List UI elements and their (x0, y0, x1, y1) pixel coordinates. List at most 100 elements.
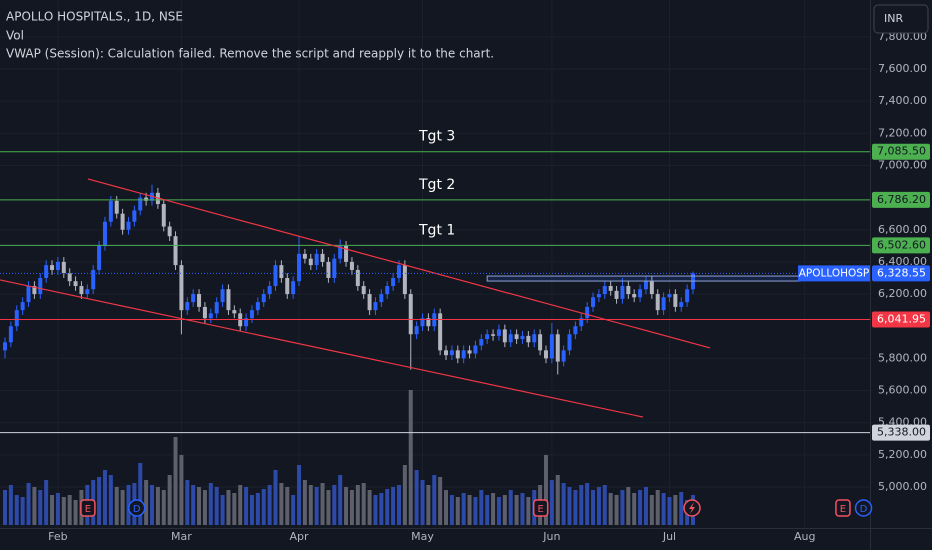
volume-bar (326, 490, 331, 525)
volume-bar (332, 485, 337, 525)
event-marker[interactable] (532, 499, 549, 517)
volume-bar (173, 437, 178, 525)
volume-bar (420, 480, 425, 525)
candle-body (561, 350, 566, 362)
event-marker[interactable] (835, 499, 851, 517)
candle-body (326, 261, 331, 278)
candle-body (179, 265, 184, 311)
candle-body (26, 286, 31, 303)
candle-body (108, 200, 113, 222)
currency-button[interactable] (873, 4, 929, 34)
volume-bar (602, 485, 607, 525)
candle-body (473, 345, 478, 354)
volume-bar (661, 493, 666, 525)
candle-body (673, 294, 678, 307)
volume-bar (379, 493, 384, 525)
candle-body (585, 306, 590, 319)
volume-bar (273, 470, 278, 525)
volume-bar (108, 475, 113, 525)
y-tick-label: 7,400.00 (878, 94, 927, 107)
target-label: Tgt 1 (418, 222, 455, 238)
volume-bar (479, 490, 484, 525)
y-tick-label: 7,000.00 (878, 158, 927, 171)
volume-bar (591, 490, 596, 525)
volume-bar (14, 495, 19, 525)
candle-body (573, 326, 578, 335)
candle-body (85, 289, 90, 295)
volume-bar (667, 497, 672, 525)
volume-bar (138, 463, 143, 525)
volume-bar (367, 490, 372, 525)
volume-bar (673, 495, 678, 525)
candle-body (467, 350, 472, 354)
candle-body (661, 297, 666, 311)
volume-bar (596, 487, 601, 525)
volume-bar (385, 489, 390, 525)
candle-body (614, 290, 619, 299)
volume-bar (197, 487, 202, 525)
level-price-box (872, 237, 930, 254)
volume-bar (402, 465, 407, 525)
volume-bar (144, 480, 149, 525)
y-tick-label: 6,200.00 (878, 287, 927, 300)
volume-bar (202, 490, 207, 525)
event-icon[interactable] (683, 499, 701, 517)
volume-bar (8, 485, 13, 525)
candle-body (685, 289, 690, 303)
candle-body (320, 253, 325, 262)
x-tick-label: Aug (794, 530, 815, 543)
y-tick-label: 5,200.00 (878, 448, 927, 461)
level-price-label: 6,502.60 (877, 238, 926, 251)
trendline (87, 178, 711, 349)
candle-body (344, 245, 349, 262)
currency-label: INR (884, 12, 903, 25)
volume-bar (102, 470, 107, 525)
candle-body (50, 265, 55, 270)
event-marker[interactable] (854, 499, 873, 517)
volume-bar (120, 490, 125, 525)
volume-bar (279, 483, 284, 525)
candle-body (602, 286, 607, 295)
volume-bar (585, 483, 590, 525)
candle-body (438, 313, 443, 351)
volume-bar (414, 470, 419, 525)
x-tick-label: Apr (290, 530, 310, 543)
candle-body (643, 281, 648, 290)
candle-body (391, 277, 396, 287)
candle-body (638, 289, 643, 298)
y-tick-label: 7,600.00 (878, 62, 927, 75)
volume-bar (161, 490, 166, 525)
volume-bar (55, 493, 60, 525)
candle-body (502, 329, 507, 343)
volume-bar (308, 485, 313, 525)
candle-body (543, 350, 548, 359)
volume-bar (561, 483, 566, 525)
volume-bar (573, 490, 578, 525)
volume-bar (26, 483, 31, 525)
event-marker[interactable] (127, 499, 146, 517)
candle-body (373, 302, 378, 311)
volume-bar (438, 477, 443, 525)
candle-body (55, 261, 60, 270)
candle-body (355, 269, 360, 287)
y-tick-label: 5,600.00 (878, 384, 927, 397)
axis-layer: 7,800.007,600.007,400.007,200.007,000.00… (48, 30, 930, 543)
level-price-box (872, 424, 930, 441)
volume-bar (549, 480, 554, 525)
candle-body (485, 334, 490, 340)
volume-bar (338, 475, 343, 525)
candle-body (520, 335, 525, 340)
candle-body (479, 339, 484, 346)
volume-bar (167, 475, 172, 525)
candle-body (555, 334, 560, 362)
volume-bar (261, 489, 266, 525)
candle-body (349, 261, 354, 270)
volume-bar (444, 490, 449, 525)
candle-body (102, 221, 107, 246)
y-tick-label: 6,400.00 (878, 255, 927, 268)
candle-body (620, 286, 625, 299)
volume-bar (220, 495, 225, 525)
target-label: Tgt 2 (418, 177, 455, 193)
event-marker[interactable] (80, 499, 96, 517)
